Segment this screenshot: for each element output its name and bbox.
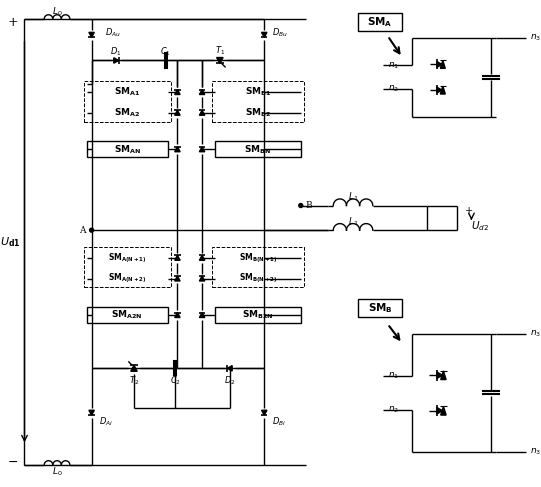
Polygon shape bbox=[175, 147, 180, 152]
Text: $D_{Bi}$: $D_{Bi}$ bbox=[272, 415, 286, 428]
Polygon shape bbox=[89, 32, 94, 37]
Polygon shape bbox=[437, 372, 443, 378]
Bar bbox=[87, 84, 168, 100]
Text: $n_3$: $n_3$ bbox=[530, 33, 541, 43]
Text: $n_1$: $n_1$ bbox=[387, 60, 399, 71]
Bar bbox=[87, 271, 168, 286]
Polygon shape bbox=[175, 313, 180, 318]
Bar bbox=[215, 271, 301, 286]
Polygon shape bbox=[441, 406, 446, 415]
Bar bbox=[84, 247, 170, 287]
Text: $U_{\mathbf{d1}}$: $U_{\mathbf{d1}}$ bbox=[1, 235, 21, 249]
Polygon shape bbox=[227, 366, 232, 371]
Polygon shape bbox=[437, 408, 443, 414]
Polygon shape bbox=[175, 90, 180, 94]
Text: $\mathbf{SM_{A(N+1)}}$: $\mathbf{SM_{A(N+1)}}$ bbox=[108, 251, 146, 265]
Polygon shape bbox=[437, 61, 442, 67]
Bar bbox=[215, 307, 301, 323]
Bar bbox=[87, 307, 168, 323]
Text: $D_{Bu}$: $D_{Bu}$ bbox=[272, 27, 288, 39]
Polygon shape bbox=[175, 255, 180, 260]
Polygon shape bbox=[200, 110, 205, 115]
Bar bbox=[212, 81, 304, 122]
Text: $L_1$: $L_1$ bbox=[348, 215, 358, 227]
Text: $D_{Au}$: $D_{Au}$ bbox=[105, 27, 121, 39]
Bar bbox=[87, 105, 168, 121]
Polygon shape bbox=[261, 410, 267, 415]
Bar bbox=[358, 13, 403, 31]
Text: $n_2$: $n_2$ bbox=[387, 405, 399, 415]
Text: $\mathbf{SM_{A(N+2)}}$: $\mathbf{SM_{A(N+2)}}$ bbox=[108, 272, 146, 285]
Text: $T_2$: $T_2$ bbox=[129, 375, 139, 387]
Polygon shape bbox=[440, 86, 445, 94]
Text: $\mathbf{SM_{B(N+1)}}$: $\mathbf{SM_{B(N+1)}}$ bbox=[239, 251, 277, 265]
Text: $C_2$: $C_2$ bbox=[170, 375, 181, 387]
Bar bbox=[212, 247, 304, 287]
Text: $n_3$: $n_3$ bbox=[530, 329, 541, 339]
Text: +: + bbox=[465, 206, 473, 215]
Text: $L_0$: $L_0$ bbox=[52, 6, 62, 19]
Text: $-$: $-$ bbox=[7, 454, 18, 468]
Polygon shape bbox=[114, 58, 118, 63]
Polygon shape bbox=[441, 371, 446, 379]
Text: $\mathbf{SM_B}$: $\mathbf{SM_B}$ bbox=[368, 301, 393, 315]
Text: $T_1$: $T_1$ bbox=[215, 44, 225, 57]
Polygon shape bbox=[89, 410, 94, 415]
Text: $C_1$: $C_1$ bbox=[160, 45, 171, 58]
Bar bbox=[215, 250, 301, 266]
Circle shape bbox=[90, 228, 94, 232]
Text: $\mathbf{SM_{B(N+2)}}$: $\mathbf{SM_{B(N+2)}}$ bbox=[239, 272, 277, 285]
Text: $\mathbf{SM_{A1}}$: $\mathbf{SM_{A1}}$ bbox=[114, 86, 140, 98]
Polygon shape bbox=[200, 90, 205, 94]
Polygon shape bbox=[131, 365, 137, 371]
Polygon shape bbox=[175, 276, 180, 281]
Bar bbox=[215, 84, 301, 100]
Bar bbox=[215, 141, 301, 157]
Polygon shape bbox=[437, 87, 442, 93]
Bar bbox=[358, 299, 403, 317]
Text: B: B bbox=[306, 201, 312, 210]
Text: $L_1$: $L_1$ bbox=[348, 190, 358, 203]
Polygon shape bbox=[200, 255, 205, 260]
Text: $D_{Ai}$: $D_{Ai}$ bbox=[100, 415, 114, 428]
Bar bbox=[84, 81, 170, 122]
Polygon shape bbox=[175, 110, 180, 115]
Bar bbox=[87, 250, 168, 266]
Polygon shape bbox=[200, 313, 205, 318]
Text: $n_2$: $n_2$ bbox=[387, 84, 399, 94]
Text: $D_1$: $D_1$ bbox=[110, 45, 122, 58]
Text: $\mathbf{SM_{AN}}$: $\mathbf{SM_{AN}}$ bbox=[114, 143, 141, 155]
Text: $D_2$: $D_2$ bbox=[224, 375, 235, 387]
Polygon shape bbox=[216, 57, 223, 63]
Bar bbox=[87, 141, 168, 157]
Text: A: A bbox=[79, 225, 85, 235]
Text: $\mathbf{SM_{A2N}}$: $\mathbf{SM_{A2N}}$ bbox=[111, 309, 143, 321]
Polygon shape bbox=[440, 60, 445, 68]
Polygon shape bbox=[261, 32, 267, 37]
Polygon shape bbox=[200, 276, 205, 281]
Text: +: + bbox=[8, 17, 18, 30]
Polygon shape bbox=[200, 147, 205, 152]
Text: $\mathbf{SM_A}$: $\mathbf{SM_A}$ bbox=[367, 15, 393, 29]
Text: $\mathbf{SM_{B1}}$: $\mathbf{SM_{B1}}$ bbox=[245, 86, 271, 98]
Text: $\mathbf{SM_{A2}}$: $\mathbf{SM_{A2}}$ bbox=[114, 107, 140, 119]
Text: $n_1$: $n_1$ bbox=[387, 371, 399, 381]
Text: $\mathbf{SM_{BN}}$: $\mathbf{SM_{BN}}$ bbox=[245, 143, 272, 155]
Text: $L_0$: $L_0$ bbox=[52, 466, 62, 478]
Text: $\mathbf{SM_{B2N}}$: $\mathbf{SM_{B2N}}$ bbox=[242, 309, 274, 321]
Text: $n_3$: $n_3$ bbox=[530, 447, 541, 457]
Text: $U_{d2}$: $U_{d2}$ bbox=[471, 219, 490, 233]
Bar bbox=[215, 105, 301, 121]
Circle shape bbox=[299, 204, 303, 207]
Text: $\mathbf{SM_{B2}}$: $\mathbf{SM_{B2}}$ bbox=[245, 107, 271, 119]
